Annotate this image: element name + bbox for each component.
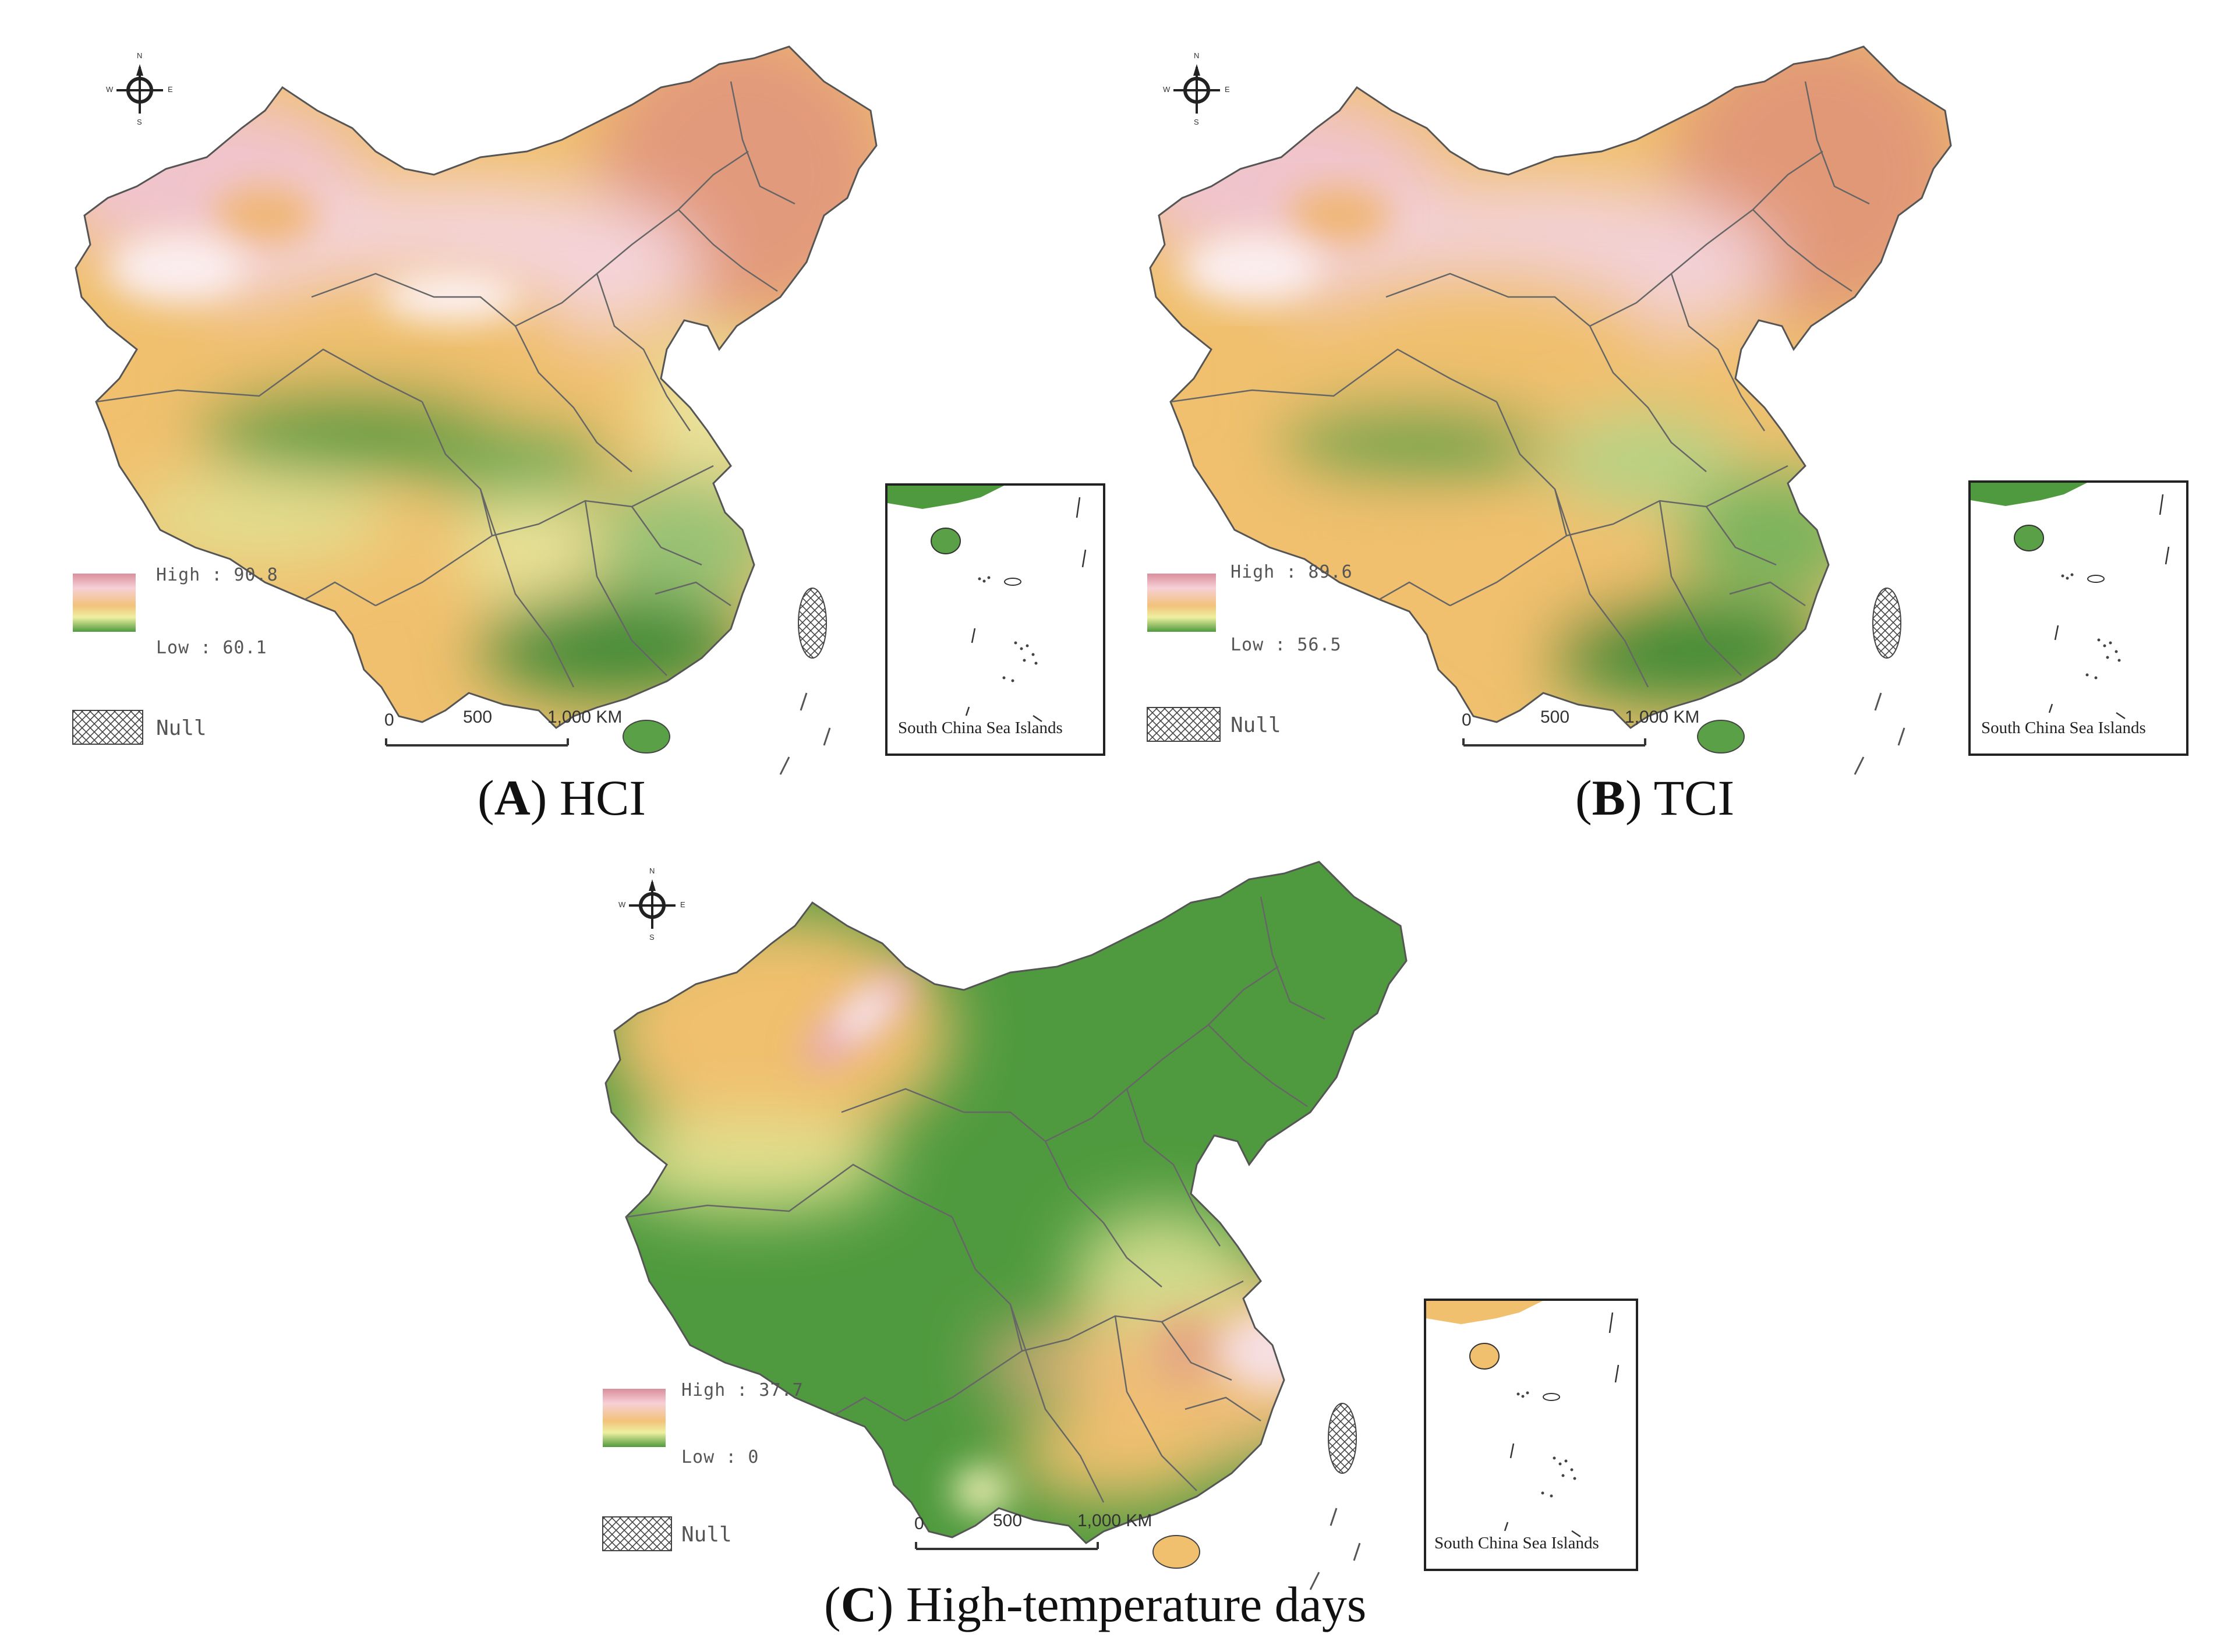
compass-icon: N S W E <box>617 862 687 943</box>
legend-high-label: High : 37.7 <box>681 1380 804 1400</box>
caption-hci: (A) HCI <box>478 770 646 826</box>
legend-low-label: Low : 56.5 <box>1231 635 1342 655</box>
null-hatch-swatch <box>602 1516 672 1551</box>
compass-west-label: W <box>106 85 114 94</box>
compass-north-label: N <box>1194 51 1200 60</box>
inset-label: South China Sea Islands <box>1981 719 2146 737</box>
legend-low-label: Low : 60.1 <box>156 638 267 658</box>
scale-tick-0: 0 <box>914 1514 924 1533</box>
legend-color-ramp <box>73 574 136 632</box>
legend-null-label: Null <box>681 1523 732 1547</box>
legend-null-label: Null <box>156 716 207 740</box>
caption-letter: C <box>840 1576 877 1632</box>
inset-south-china-sea: South China Sea Islands <box>1968 480 2188 756</box>
caption-title: TCI <box>1653 770 1735 826</box>
inset-label: South China Sea Islands <box>1434 1534 1599 1552</box>
caption-tci: (B) TCI <box>1575 770 1735 826</box>
legend-low-label: Low : 0 <box>681 1447 759 1467</box>
scale-tick-1000: 1,000 KM <box>1625 708 1700 727</box>
compass-west-label: W <box>618 900 626 909</box>
compass-north-label: N <box>137 51 143 60</box>
scale-tick-0: 0 <box>384 710 394 730</box>
scale-tick-1000: 1,000 KM <box>1077 1511 1152 1530</box>
map-panel-high-temperature-days: N S W E <box>600 839 1648 1652</box>
scale-tick-500: 500 <box>993 1511 1023 1530</box>
compass-south-label: S <box>649 933 655 942</box>
compass-icon: N S W E <box>1162 47 1232 128</box>
inset-south-china-sea: South China Sea Islands <box>1424 1299 1638 1571</box>
map-panel-hci: N S W E <box>70 23 1118 839</box>
legend-high-label: High : 89.6 <box>1231 562 1353 582</box>
scale-bar <box>915 1542 1099 1550</box>
china-map-hci <box>75 45 878 775</box>
inset-south-china-sea: South China Sea Islands <box>885 483 1105 756</box>
scale-bar <box>1462 738 1646 747</box>
caption-letter: A <box>494 770 531 826</box>
scale-tick-500: 500 <box>1540 708 1570 727</box>
scale-bar <box>385 738 569 747</box>
scale-tick-0: 0 <box>1462 710 1472 730</box>
compass-east-label: E <box>1225 85 1230 94</box>
compass-north-label: N <box>649 866 655 875</box>
legend-null-label: Null <box>1231 713 1281 737</box>
compass-south-label: S <box>1194 118 1199 126</box>
caption-title: HCI <box>559 770 646 826</box>
compass-icon: N S W E <box>105 47 175 128</box>
null-hatch-swatch <box>1147 707 1221 742</box>
caption-title: High-temperature days <box>906 1576 1367 1632</box>
compass-east-label: E <box>168 85 173 94</box>
map-panel-tci: N S W E <box>1144 23 2193 839</box>
legend-color-ramp <box>603 1389 666 1447</box>
null-hatch-swatch <box>72 710 143 745</box>
china-map-tci <box>1149 45 1952 775</box>
legend-high-label: High : 90.8 <box>156 565 278 585</box>
caption-high-temperature-days: (C) High-temperature days <box>824 1576 1367 1632</box>
china-map-high-temperature-days <box>604 861 1408 1590</box>
scale-tick-1000: 1,000 KM <box>547 708 623 727</box>
caption-letter: B <box>1592 770 1626 826</box>
inset-label: South China Sea Islands <box>898 719 1063 737</box>
scale-tick-500: 500 <box>463 708 493 727</box>
compass-south-label: S <box>137 118 142 126</box>
legend-color-ramp <box>1147 574 1216 632</box>
compass-west-label: W <box>1163 85 1171 94</box>
compass-east-label: E <box>680 900 685 909</box>
